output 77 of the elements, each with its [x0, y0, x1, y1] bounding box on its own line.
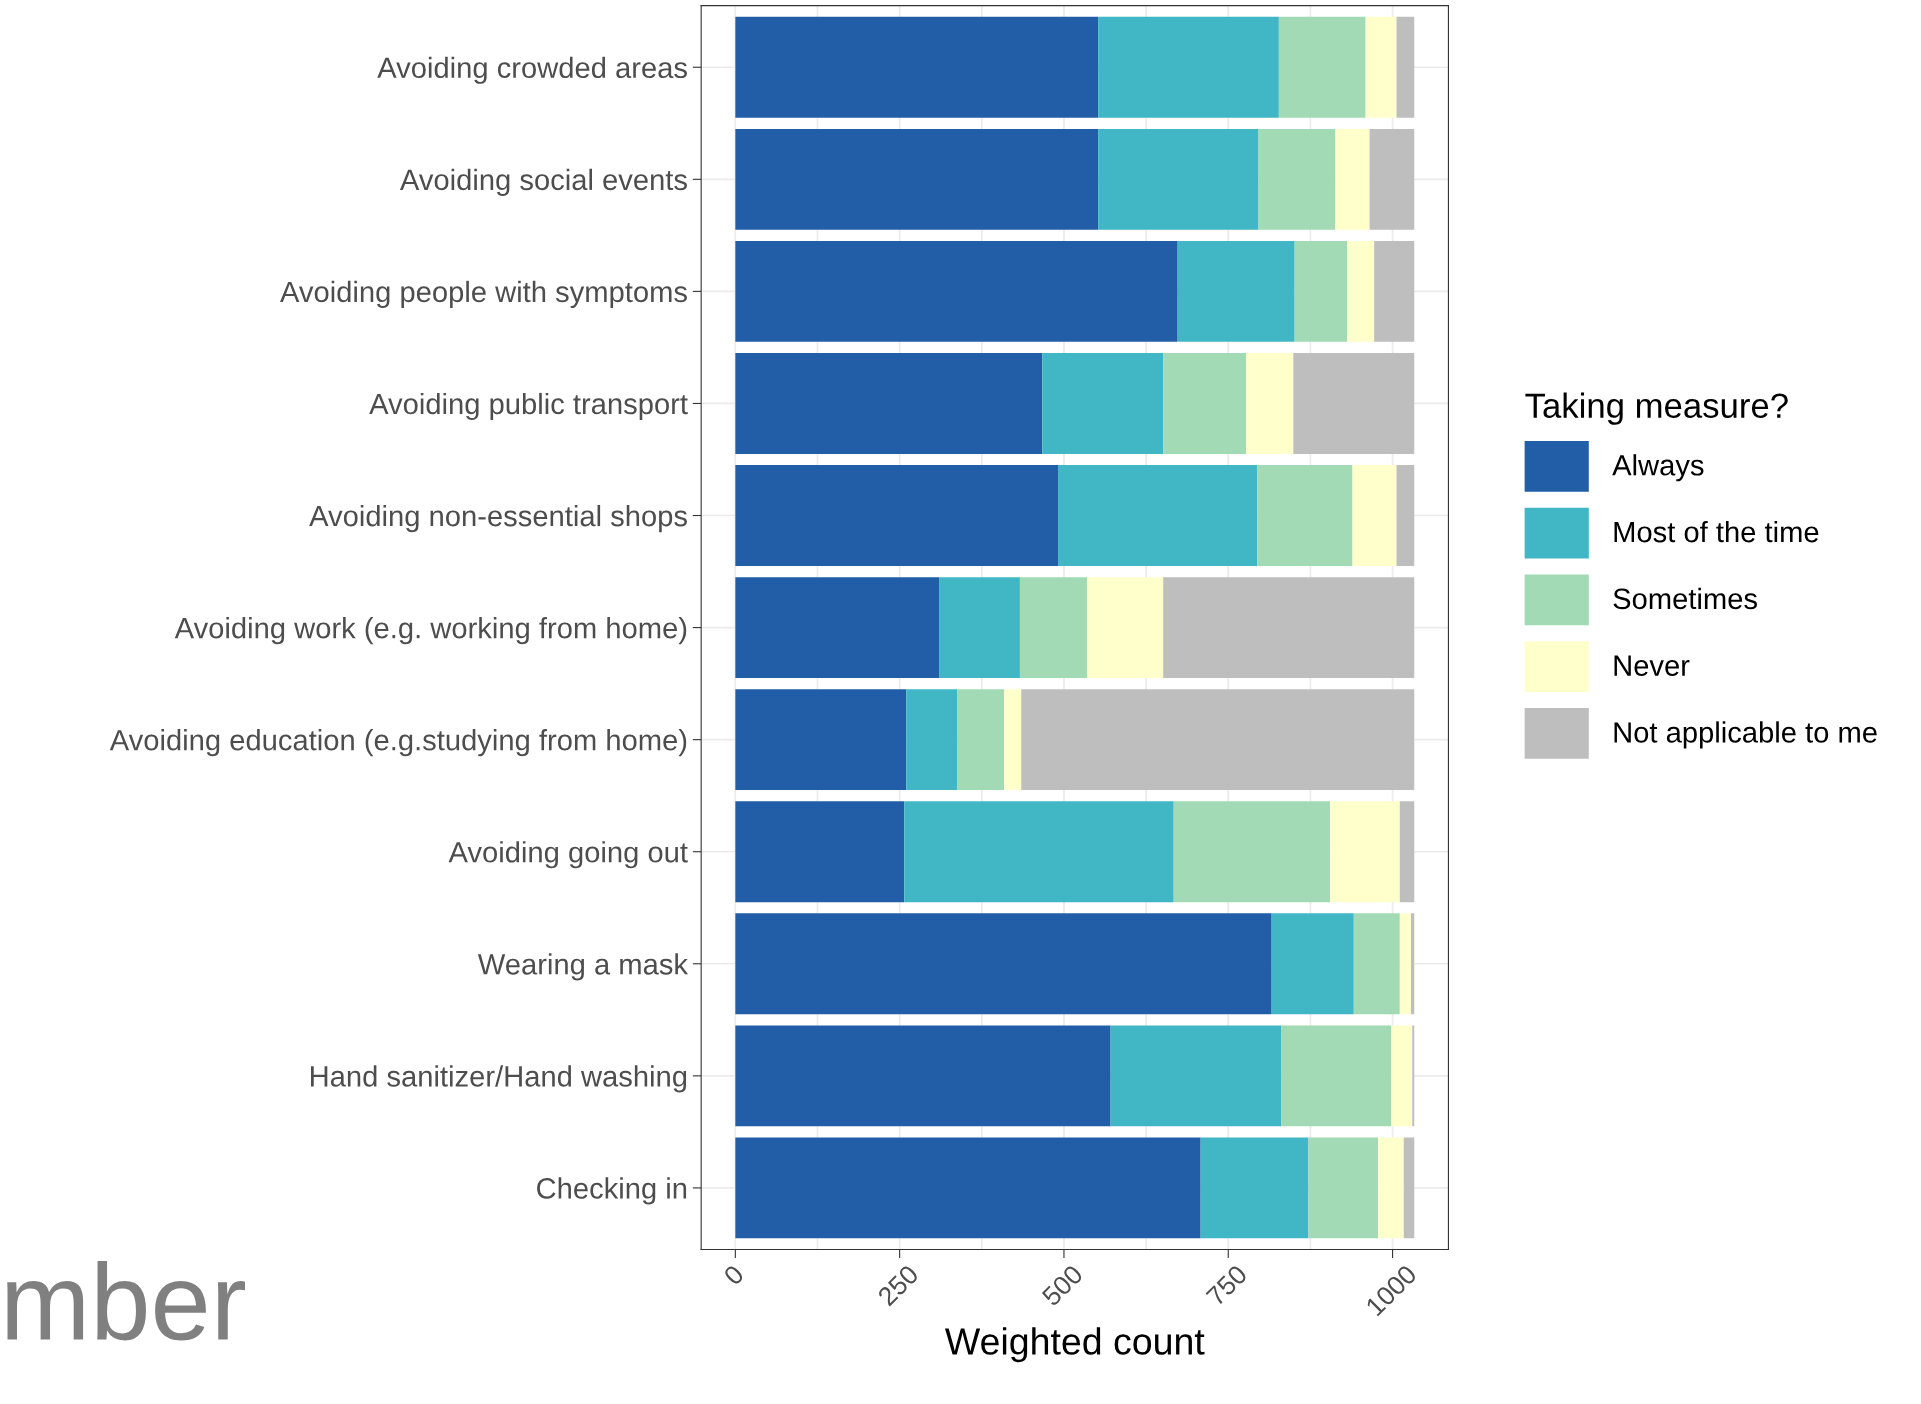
legend-title: Taking measure? [1525, 392, 1788, 425]
bar [1369, 128, 1415, 230]
bar [1019, 577, 1087, 679]
y-tick-label: Avoiding non-essential shops [309, 504, 687, 533]
bar [1391, 1025, 1413, 1127]
y-tick-label: Avoiding people with symptoms [280, 280, 687, 309]
bar [1058, 465, 1258, 566]
bar [1399, 913, 1411, 1015]
bar [1353, 913, 1400, 1015]
bar [957, 689, 1005, 791]
bar [1258, 128, 1336, 230]
bar [1335, 128, 1370, 230]
bar [1098, 16, 1279, 118]
x-tick-label: 0 [722, 1263, 745, 1287]
x-tick-label: 750 [1205, 1263, 1249, 1307]
bar [735, 128, 1099, 230]
bar [1403, 1137, 1415, 1239]
y-tick-label: Hand sanitizer/Hand washing [311, 1065, 687, 1093]
bar [1042, 353, 1164, 454]
x-axis-title: Weighted count [945, 1327, 1205, 1363]
bar [1294, 240, 1348, 342]
y-tick-label: Avoiding social events [399, 168, 687, 196]
bar [735, 353, 1043, 454]
bar [1378, 1137, 1404, 1239]
bar [904, 801, 1174, 903]
bar [735, 1025, 1111, 1127]
bar [1374, 240, 1415, 342]
bar [1365, 16, 1397, 118]
legend-label: Sometimes [1613, 587, 1757, 610]
bar [735, 465, 1059, 566]
bar [735, 913, 1272, 1015]
x-tick-label: 500 [1040, 1263, 1084, 1307]
bar [1278, 16, 1366, 118]
y-tick-label: Avoiding going out [448, 841, 688, 869]
bar [1396, 16, 1415, 118]
bar [1257, 465, 1353, 566]
bar [1352, 465, 1397, 566]
y-tick-label: Wearing a mask [477, 953, 689, 981]
bar [735, 1137, 1201, 1239]
bar [1347, 240, 1375, 342]
bar [1308, 1137, 1379, 1239]
y-tick-label: Avoiding work (e.g. working from home) [174, 617, 687, 645]
bar [1163, 353, 1247, 454]
y-tick-label: Avoiding education (e.g.studying from home) [109, 729, 687, 757]
bar [735, 577, 940, 679]
bar [1330, 801, 1400, 903]
bar [906, 689, 958, 791]
legend-label: Not applicable to me [1614, 721, 1877, 749]
bar [735, 16, 1099, 118]
bar [735, 801, 905, 903]
bar [1173, 801, 1331, 903]
bar [1246, 353, 1294, 454]
bar [1281, 1025, 1392, 1127]
bar [1200, 1137, 1309, 1239]
bar [1177, 240, 1295, 342]
y-tick-label: Checking in [537, 1177, 687, 1205]
bar [939, 577, 1020, 679]
bar [1410, 913, 1415, 1015]
bar [735, 240, 1178, 342]
y-tick-label: Avoiding crowded areas [377, 56, 687, 84]
x-tick-label: 250 [876, 1263, 920, 1307]
y-tick-label: Avoiding public transport [369, 392, 688, 421]
bar [1098, 128, 1259, 230]
bar [1086, 577, 1164, 679]
bar [1110, 1025, 1282, 1127]
bar [1399, 801, 1415, 903]
legend-label: Never [1614, 655, 1690, 676]
legend-label: Most of the time [1614, 520, 1819, 543]
bar [1396, 465, 1415, 566]
bar [1163, 577, 1415, 679]
legend-label: Always [1612, 454, 1704, 482]
bar [1271, 913, 1354, 1015]
bar [1293, 353, 1415, 454]
text: mber [7, 1260, 246, 1341]
bar [1021, 689, 1415, 791]
bar [1004, 689, 1022, 791]
bar [735, 689, 907, 791]
